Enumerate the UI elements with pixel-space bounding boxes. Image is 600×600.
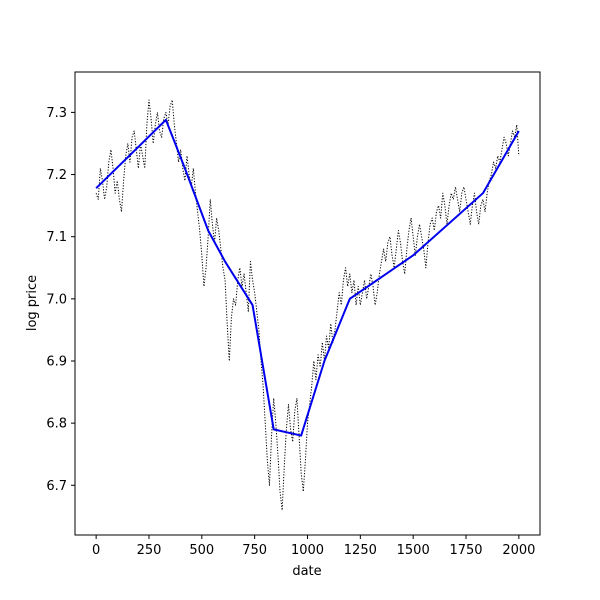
x-axis-ticks: 0 250 500 750 1000 1250 1500 1750 2000 bbox=[92, 535, 535, 558]
x-tick-label: 0 bbox=[92, 543, 100, 558]
y-tick-label: 6.8 bbox=[46, 417, 67, 432]
price-line bbox=[95, 99, 520, 511]
y-tick-label: 7.0 bbox=[46, 292, 67, 307]
y-tick-label: 7.3 bbox=[46, 106, 67, 121]
y-tick-label: 7.2 bbox=[46, 168, 67, 183]
x-axis-label: date bbox=[292, 564, 321, 579]
x-tick-label: 750 bbox=[242, 543, 267, 558]
x-tick-label: 1500 bbox=[397, 543, 430, 558]
y-axis-label: log price bbox=[25, 275, 40, 331]
y-tick-label: 7.1 bbox=[46, 230, 67, 245]
x-tick-label: 500 bbox=[189, 543, 214, 558]
y-tick-label: 6.7 bbox=[46, 479, 67, 494]
y-tick-label: 6.9 bbox=[46, 354, 67, 369]
trend-line bbox=[95, 118, 520, 437]
x-tick-label: 2000 bbox=[502, 543, 535, 558]
y-axis-ticks: 6.7 6.8 6.9 7.0 7.1 7.2 7.3 bbox=[46, 106, 75, 494]
x-tick-label: 1000 bbox=[291, 543, 324, 558]
x-tick-label: 1250 bbox=[344, 543, 377, 558]
plot-series bbox=[95, 99, 520, 511]
x-tick-label: 1750 bbox=[449, 543, 482, 558]
x-tick-label: 250 bbox=[137, 543, 162, 558]
